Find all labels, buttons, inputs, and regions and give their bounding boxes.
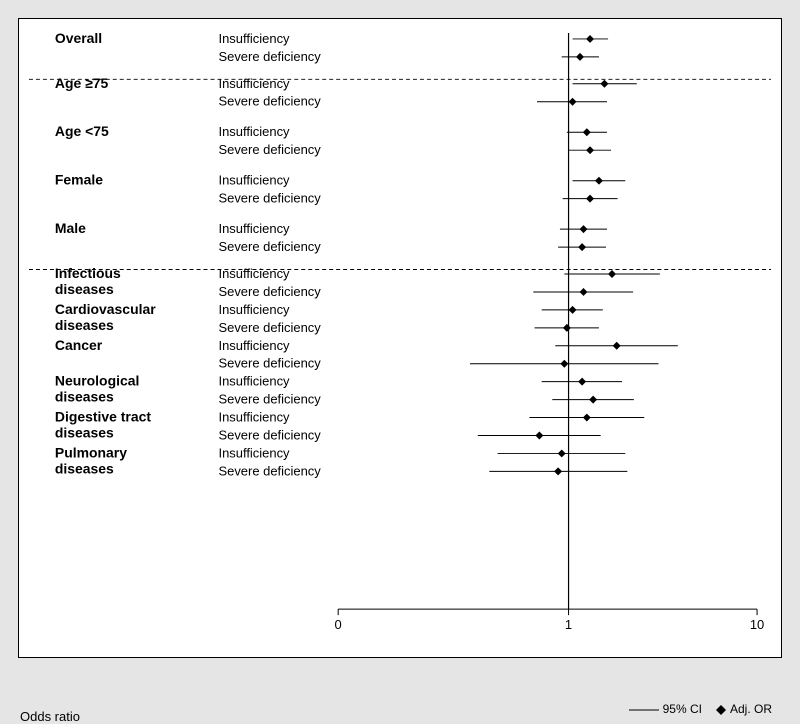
svg-text:Insufficiency: Insufficiency (218, 31, 290, 46)
svg-text:Insufficiency: Insufficiency (218, 76, 290, 91)
svg-text:Cancer: Cancer (55, 337, 103, 353)
svg-text:Insufficiency: Insufficiency (218, 338, 290, 353)
svg-text:10: 10 (750, 617, 764, 632)
svg-text:1: 1 (565, 617, 572, 632)
svg-text:Insufficiency: Insufficiency (218, 445, 290, 460)
svg-text:Neurological: Neurological (55, 373, 139, 389)
svg-text:Female: Female (55, 172, 103, 188)
legend: 95% CI Adj. OR (629, 702, 772, 716)
svg-text:0: 0 (335, 617, 342, 632)
svg-text:Severe deficiency: Severe deficiency (218, 320, 321, 335)
svg-text:Insufficiency: Insufficiency (218, 266, 290, 281)
svg-text:Severe deficiency: Severe deficiency (218, 49, 321, 64)
svg-text:Overall: Overall (55, 30, 102, 46)
svg-text:Insufficiency: Insufficiency (218, 410, 290, 425)
forest-plot-panel: 0 1 10 Overall Insufficiency Severe deficienc… (18, 18, 782, 658)
svg-text:Severe deficiency: Severe deficiency (218, 239, 321, 254)
svg-text:Infectious: Infectious (55, 265, 121, 281)
svg-text:diseases: diseases (55, 460, 114, 476)
forest-plot-svg: 0 1 10 Overall Insufficiency Severe deficienc… (19, 19, 781, 657)
svg-text:Severe deficiency: Severe deficiency (218, 284, 321, 299)
svg-text:Severe deficiency: Severe deficiency (218, 356, 321, 371)
svg-text:Severe deficiency: Severe deficiency (218, 94, 321, 109)
svg-text:Age ≥75: Age ≥75 (55, 75, 109, 91)
svg-text:Severe deficiency: Severe deficiency (218, 191, 321, 206)
legend-or-label: Adj. OR (730, 702, 772, 716)
svg-text:Age <75: Age <75 (55, 123, 109, 139)
legend-ci-label: 95% CI (663, 702, 702, 716)
svg-text:diseases: diseases (55, 389, 114, 405)
svg-text:diseases: diseases (55, 424, 114, 440)
svg-text:Cardiovascular: Cardiovascular (55, 301, 156, 317)
svg-text:Insufficiency: Insufficiency (218, 173, 290, 188)
svg-text:Pulmonary: Pulmonary (55, 444, 127, 460)
svg-text:Insufficiency: Insufficiency (218, 374, 290, 389)
svg-text:diseases: diseases (55, 281, 114, 297)
svg-text:Male: Male (55, 220, 86, 236)
svg-text:Severe deficiency: Severe deficiency (218, 142, 321, 157)
svg-text:diseases: diseases (55, 317, 114, 333)
svg-text:Insufficiency: Insufficiency (218, 124, 290, 139)
svg-text:Severe deficiency: Severe deficiency (218, 463, 321, 478)
svg-text:Digestive tract: Digestive tract (55, 409, 151, 425)
figure-container: 0 1 10 Overall Insufficiency Severe deficienc… (0, 0, 800, 722)
svg-text:Severe deficiency: Severe deficiency (218, 392, 321, 407)
svg-text:Insufficiency: Insufficiency (218, 302, 290, 317)
svg-text:Insufficiency: Insufficiency (218, 221, 290, 236)
svg-text:Severe deficiency: Severe deficiency (218, 427, 321, 442)
